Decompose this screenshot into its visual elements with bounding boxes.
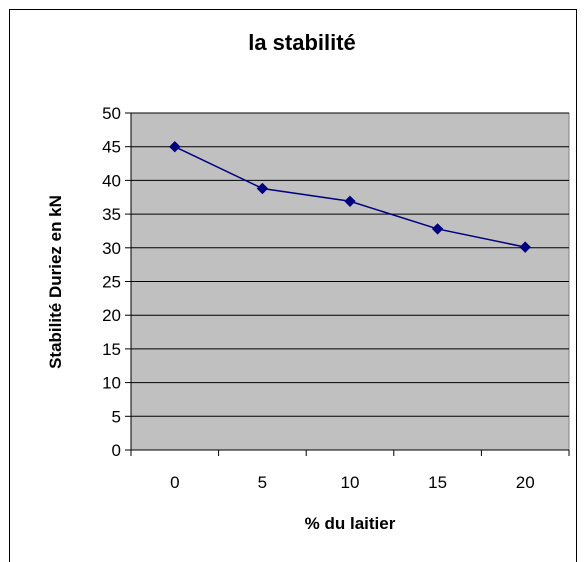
x-axis-title: % du laitier xyxy=(305,514,396,533)
x-tick-label: 15 xyxy=(428,473,447,492)
x-tick-label: 0 xyxy=(170,473,179,492)
y-tick-label: 15 xyxy=(102,340,121,359)
y-tick-label: 40 xyxy=(102,171,121,190)
x-tick-label: 10 xyxy=(341,473,360,492)
data-point xyxy=(169,140,181,153)
data-point xyxy=(256,182,269,195)
y-tick-label: 25 xyxy=(102,273,121,292)
x-tick-labels: 0 5 10 15 20 xyxy=(170,473,535,492)
x-tick-label: 20 xyxy=(516,473,535,492)
series-group xyxy=(169,140,531,253)
y-tick-label: 50 xyxy=(102,104,121,123)
x-tick-label: 5 xyxy=(258,473,267,492)
y-axis-title: Stabilité Duriez en kN xyxy=(46,195,65,369)
y-tick-label: 30 xyxy=(102,239,121,258)
y-tick-label: 5 xyxy=(112,407,121,426)
y-tick-label: 0 xyxy=(112,441,121,460)
data-point xyxy=(519,241,531,253)
data-point xyxy=(431,223,444,235)
y-tick-label: 45 xyxy=(102,138,121,157)
y-tick-label: 10 xyxy=(102,374,121,393)
y-tick-label: 35 xyxy=(102,205,121,224)
axes xyxy=(125,112,570,456)
y-tick-labels: 0 5 10 15 20 25 30 35 40 45 50 xyxy=(102,104,121,460)
chart-title: la stabilité xyxy=(248,30,356,55)
y-tick-label: 20 xyxy=(102,306,121,325)
data-point xyxy=(344,195,356,208)
grid-lines xyxy=(131,112,569,417)
